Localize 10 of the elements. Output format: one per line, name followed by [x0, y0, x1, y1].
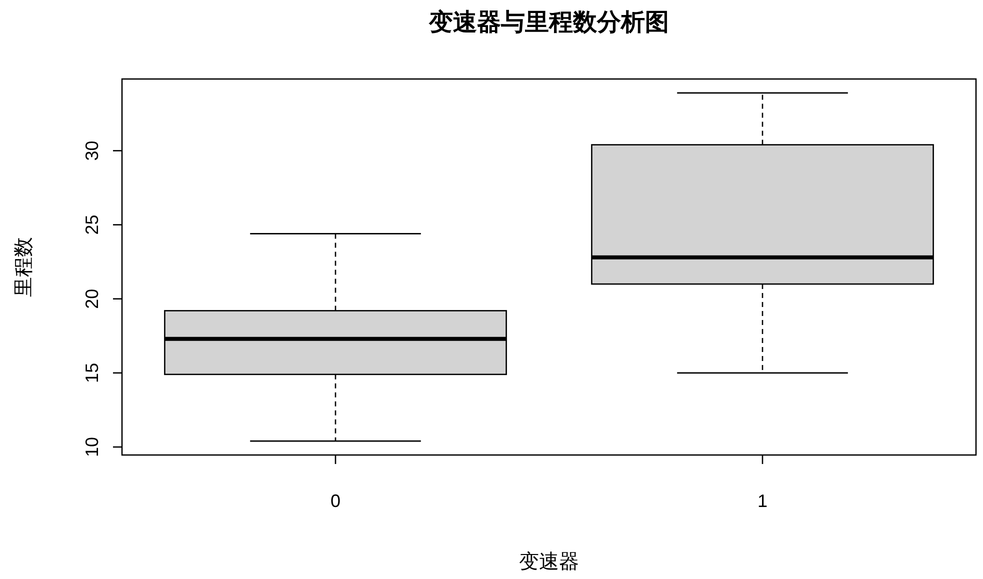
chart-title: 变速器与里程数分析图	[428, 9, 669, 36]
y-axis-title: 里程数	[13, 237, 35, 297]
x-tick-label: 1	[757, 491, 768, 511]
y-tick-label: 15	[82, 362, 102, 383]
y-tick-label: 20	[82, 288, 102, 309]
y-tick-label: 10	[82, 436, 102, 458]
y-tick-label: 25	[82, 214, 102, 235]
x-axis-title: 变速器	[519, 551, 579, 573]
x-tick-label: 0	[330, 491, 341, 511]
y-tick-label: 30	[82, 140, 102, 161]
